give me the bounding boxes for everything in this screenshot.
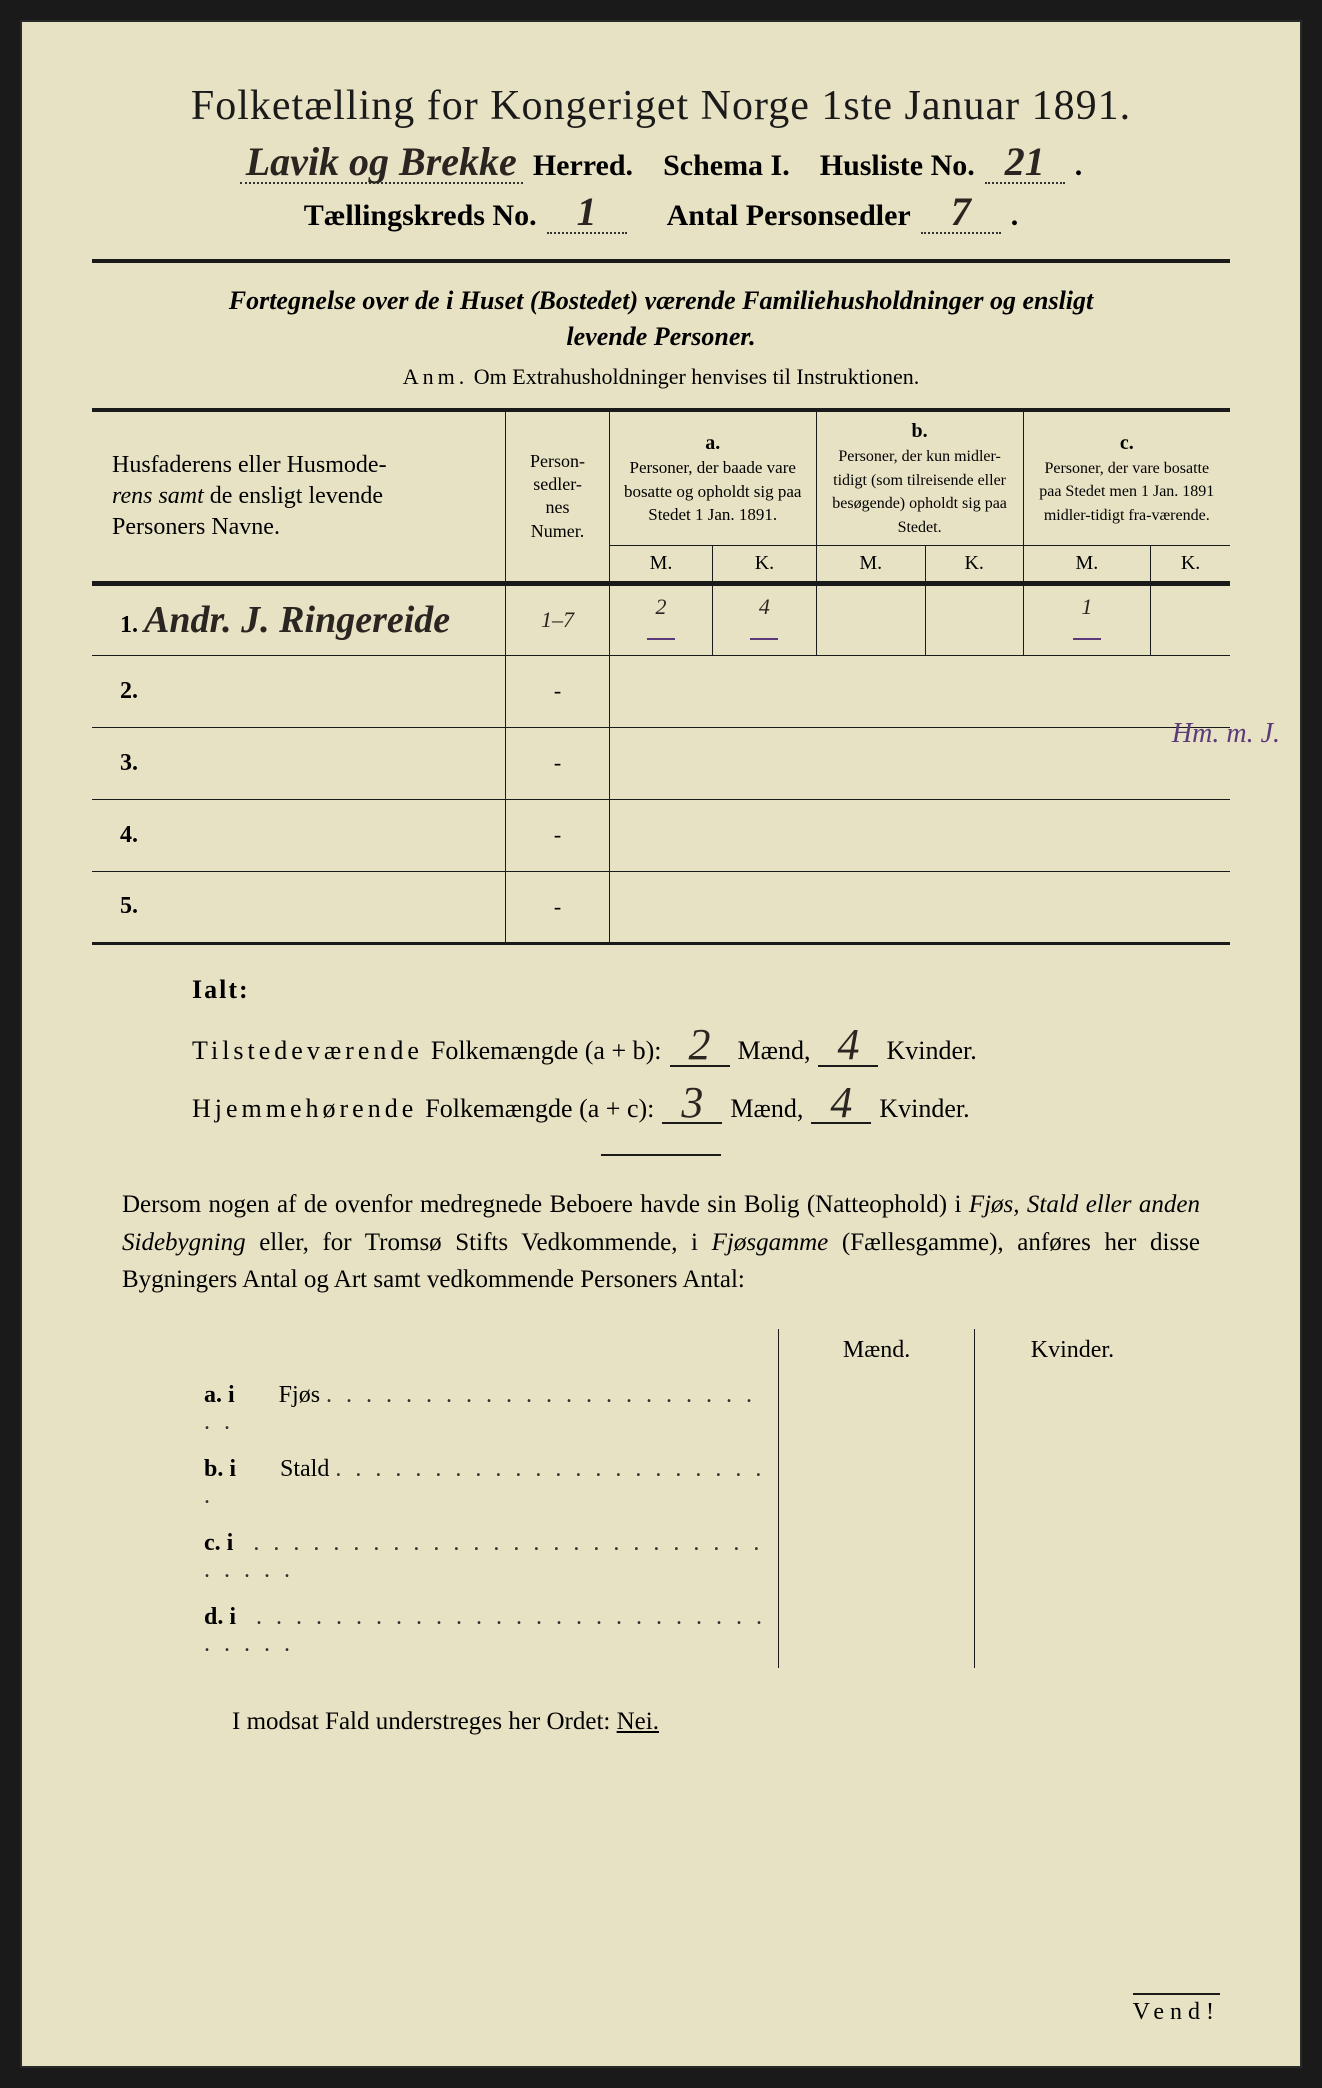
main-table: Husfaderens eller Husmode- rens samt de … (92, 408, 1230, 945)
header-a-k: K. (713, 545, 816, 583)
row-a-m: 2 (609, 583, 712, 655)
row-name-cell: 1. Andr. J. Ringereide (92, 583, 506, 655)
margin-annotation: Hm. m. J. (1172, 718, 1280, 750)
herred-label: Herred. (533, 149, 633, 183)
row-sedler: - (506, 799, 609, 871)
schema-label: Schema I. (663, 149, 790, 183)
modsat-line: I modsat Fald understreges her Ordet: Ne… (232, 1708, 1230, 1736)
anm-label: Anm. (403, 364, 469, 389)
bottom-row: c. i. . . . . . . . . . . . . . . . . . … (192, 1520, 1170, 1594)
row-c-k (1151, 583, 1230, 655)
row-num: 5. (92, 871, 506, 943)
bottom-kvinder: Kvinder. (974, 1329, 1170, 1372)
subtitle: Fortegnelse over de i Huset (Bostedet) v… (132, 283, 1190, 356)
total-present: Tilstedeværende Folkemængde (a + b): 2 M… (192, 1025, 1230, 1067)
resident-k: 4 (811, 1083, 871, 1125)
col-header-numer: Person-sedler-nesNumer. (506, 410, 609, 584)
subtitle-line1: Fortegnelse over de i Huset (Bostedet) v… (229, 286, 1094, 315)
husliste-value: 21 (985, 142, 1065, 184)
subtitle-line2: levende Personer. (566, 322, 755, 351)
census-form-page: Folketælling for Kongeriget Norge 1ste J… (20, 20, 1302, 2068)
present-m: 2 (670, 1025, 730, 1067)
header-b-m: M. (816, 545, 925, 583)
row-b-m (816, 583, 925, 655)
col-header-name: Husfaderens eller Husmode- rens samt de … (92, 410, 506, 584)
short-rule (601, 1154, 721, 1156)
row-b-k (925, 583, 1023, 655)
table-row: 3. - (92, 727, 1230, 799)
row-sedler: - (506, 655, 609, 727)
table-body: 1. Andr. J. Ringereide 1–7 2 4 1 2. - 3.… (92, 583, 1230, 943)
bottom-row: d. i. . . . . . . . . . . . . . . . . . … (192, 1594, 1170, 1668)
resident-m: 3 (662, 1083, 722, 1125)
paragraph: Dersom nogen af de ovenfor medregnede Be… (122, 1186, 1200, 1299)
header-c-k: K. (1151, 545, 1230, 583)
row-a-k: 4 (713, 583, 816, 655)
header-row-2: Tællingskreds No. 1 Antal Personsedler 7… (92, 192, 1230, 234)
bottom-row: a. i Fjøs . . . . . . . . . . . . . . . … (192, 1372, 1170, 1446)
row-sedler: 1–7 (506, 583, 609, 655)
bottom-row: b. i Stald . . . . . . . . . . . . . . .… (192, 1446, 1170, 1520)
herred-value: Lavik og Brekke (240, 142, 523, 184)
header-a-m: M. (609, 545, 712, 583)
header-b-k: K. (925, 545, 1023, 583)
table-row: 4. - (92, 799, 1230, 871)
bottom-maend: Mænd. (779, 1329, 975, 1372)
row-num: 3. (92, 727, 506, 799)
nei-word: Nei. (617, 1708, 659, 1735)
row-num: 4. (92, 799, 506, 871)
header-row-1: Lavik og Brekke Herred. Schema I. Huslis… (92, 142, 1230, 184)
col-header-c: c. Personer, der vare bosatte paa Stedet… (1023, 410, 1230, 546)
table-row: 5. - (92, 871, 1230, 943)
total-resident: Hjemmehørende Folkemængde (a + c): 3 Mæn… (192, 1083, 1230, 1125)
present-k: 4 (818, 1025, 878, 1067)
ialt-label: Ialt: (192, 975, 1230, 1005)
col-header-b: b. Personer, der kun midler-tidigt (som … (816, 410, 1023, 546)
anm-text: Om Extrahusholdninger henvises til Instr… (474, 364, 919, 389)
husliste-dot: . (1075, 149, 1083, 183)
divider-top (92, 259, 1230, 263)
header-c-m: M. (1023, 545, 1151, 583)
row-num: 2. (92, 655, 506, 727)
husliste-label: Husliste No. (820, 149, 975, 183)
kreds-value: 1 (547, 192, 627, 234)
page-title: Folketælling for Kongeriget Norge 1ste J… (92, 82, 1230, 130)
bottom-table: Mænd. Kvinder. a. i Fjøs . . . . . . . .… (192, 1329, 1170, 1668)
col-header-a: a. Personer, der baade vare bosatte og o… (609, 410, 816, 546)
personsedler-dot: . (1011, 199, 1019, 233)
row-sedler: - (506, 871, 609, 943)
anm-note: Anm. Om Extrahusholdninger henvises til … (92, 364, 1230, 390)
row-c-m: 1 (1023, 583, 1151, 655)
ialt-section: Ialt: Tilstedeværende Folkemængde (a + b… (192, 975, 1230, 1124)
bottom-header-row: Mænd. Kvinder. (192, 1329, 1170, 1372)
row-name: Andr. J. Ringereide (144, 599, 450, 641)
personsedler-label: Antal Personsedler (667, 199, 911, 233)
row-sedler: - (506, 727, 609, 799)
table-row: 2. - (92, 655, 1230, 727)
personsedler-value: 7 (921, 192, 1001, 234)
table-row: 1. Andr. J. Ringereide 1–7 2 4 1 (92, 583, 1230, 655)
kreds-label: Tællingskreds No. (304, 199, 537, 233)
vend-label: Vend! (1133, 1993, 1220, 2026)
